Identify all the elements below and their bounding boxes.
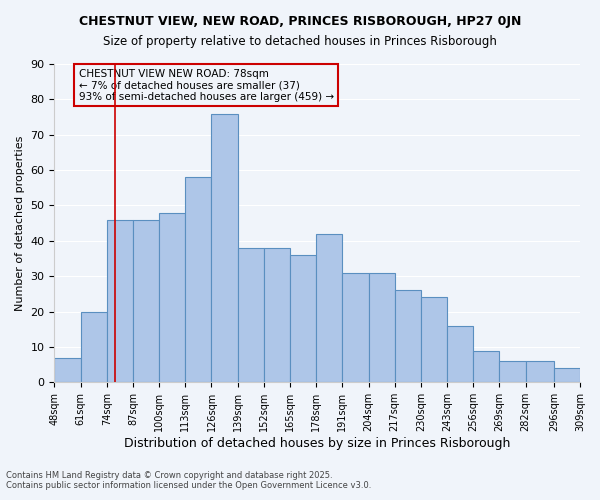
Bar — [159, 212, 185, 382]
Text: Size of property relative to detached houses in Princes Risborough: Size of property relative to detached ho… — [103, 35, 497, 48]
Bar — [290, 255, 316, 382]
Bar — [368, 272, 395, 382]
Bar — [447, 326, 473, 382]
Text: CHESTNUT VIEW NEW ROAD: 78sqm
← 7% of detached houses are smaller (37)
93% of se: CHESTNUT VIEW NEW ROAD: 78sqm ← 7% of de… — [79, 68, 334, 102]
Bar — [107, 220, 133, 382]
Bar — [499, 361, 526, 382]
Bar — [211, 114, 238, 382]
Bar — [343, 272, 368, 382]
Bar — [264, 248, 290, 382]
Bar — [316, 234, 343, 382]
X-axis label: Distribution of detached houses by size in Princes Risborough: Distribution of detached houses by size … — [124, 437, 511, 450]
Text: CHESTNUT VIEW, NEW ROAD, PRINCES RISBOROUGH, HP27 0JN: CHESTNUT VIEW, NEW ROAD, PRINCES RISBORO… — [79, 15, 521, 28]
Bar — [421, 298, 447, 382]
Bar — [554, 368, 580, 382]
Bar — [133, 220, 159, 382]
Y-axis label: Number of detached properties: Number of detached properties — [15, 136, 25, 311]
Bar — [80, 312, 107, 382]
Text: Contains HM Land Registry data © Crown copyright and database right 2025.
Contai: Contains HM Land Registry data © Crown c… — [6, 470, 371, 490]
Bar — [395, 290, 421, 382]
Bar — [473, 350, 499, 382]
Bar — [55, 358, 80, 382]
Bar — [526, 361, 554, 382]
Bar — [185, 177, 211, 382]
Bar — [238, 248, 264, 382]
